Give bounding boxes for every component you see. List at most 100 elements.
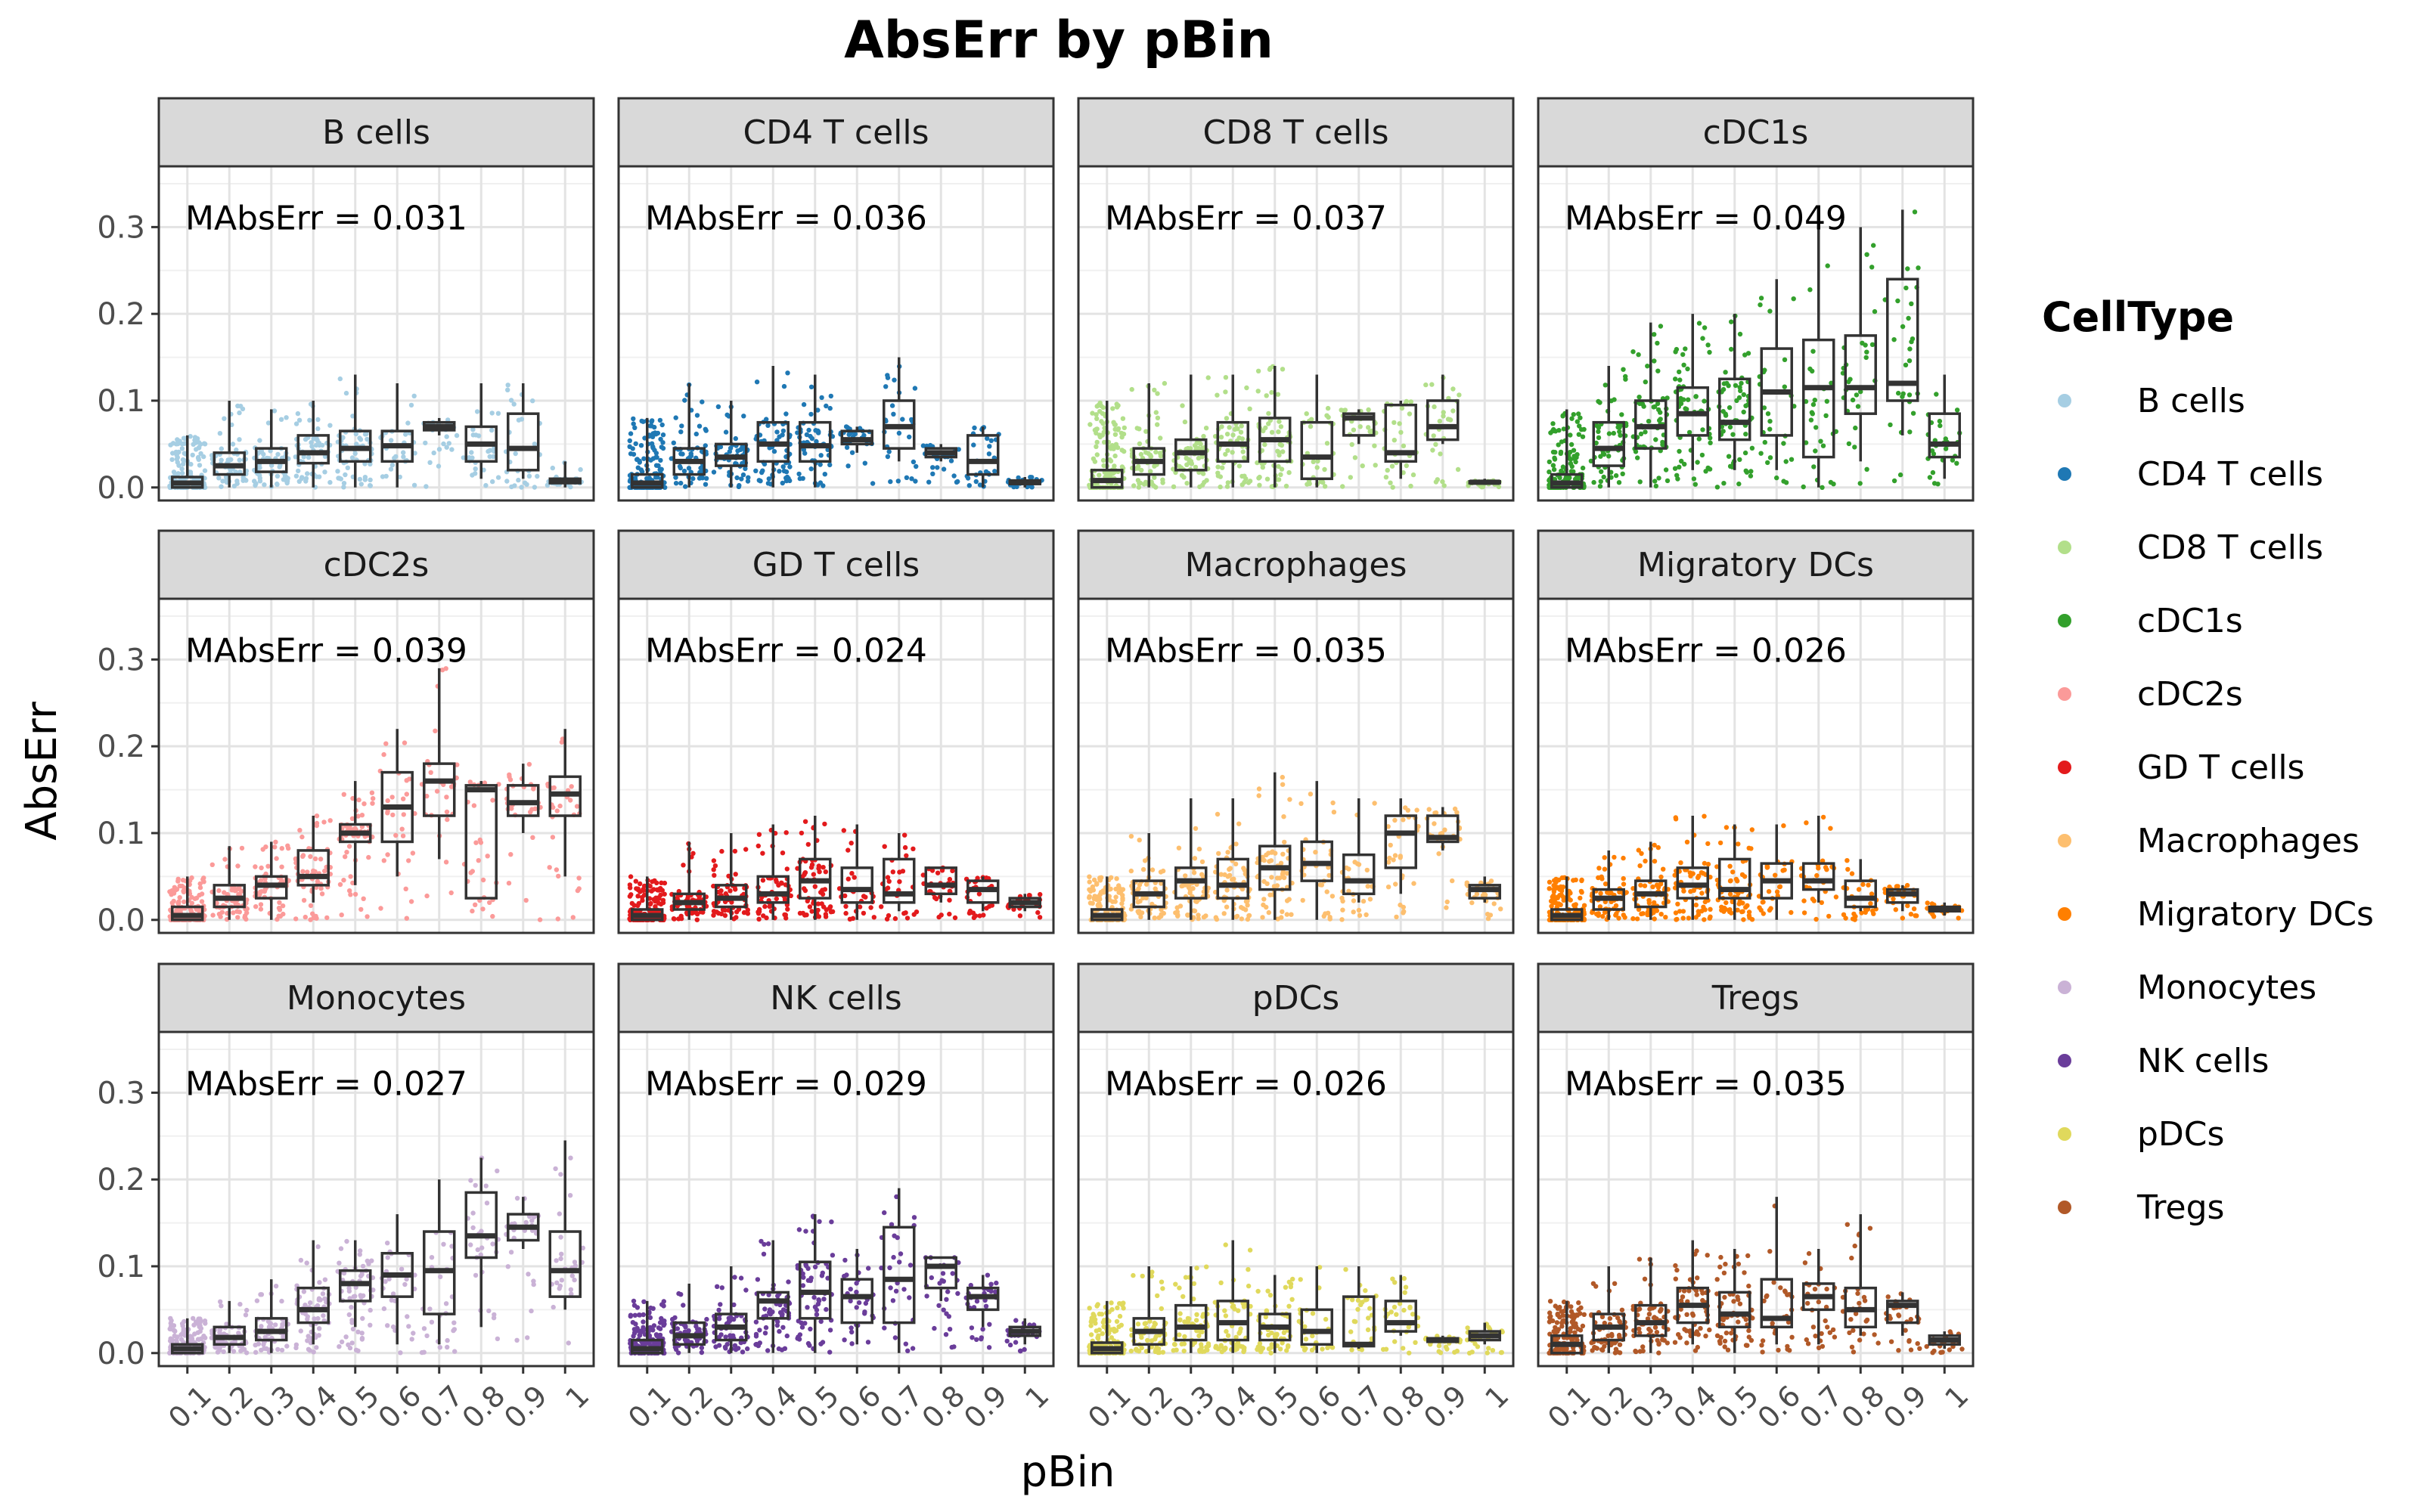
data-point bbox=[639, 469, 645, 475]
data-point bbox=[1568, 442, 1575, 448]
data-point bbox=[1893, 907, 1898, 912]
data-point bbox=[424, 484, 429, 489]
box-body bbox=[966, 434, 1000, 476]
data-point bbox=[403, 432, 408, 437]
data-point bbox=[728, 888, 733, 894]
data-point bbox=[318, 886, 324, 891]
data-point bbox=[1700, 427, 1705, 432]
data-point bbox=[1238, 429, 1244, 435]
data-point bbox=[324, 915, 330, 921]
data-point bbox=[1741, 917, 1746, 922]
data-point bbox=[433, 728, 438, 733]
data-point bbox=[892, 377, 897, 383]
data-point bbox=[1630, 349, 1636, 355]
data-point bbox=[1677, 369, 1682, 375]
data-point bbox=[293, 473, 299, 479]
data-point bbox=[1201, 433, 1206, 439]
facet-strip-label: CD4 T cells bbox=[743, 113, 929, 152]
data-point bbox=[554, 867, 560, 872]
data-point bbox=[799, 830, 805, 836]
data-point bbox=[1811, 464, 1817, 469]
data-point bbox=[190, 452, 195, 458]
data-point bbox=[1804, 820, 1809, 826]
box-body bbox=[296, 434, 330, 465]
data-point bbox=[198, 451, 203, 457]
data-point bbox=[1907, 392, 1913, 398]
data-point bbox=[947, 897, 952, 903]
data-point bbox=[660, 900, 666, 906]
data-point bbox=[1274, 875, 1280, 881]
data-point bbox=[711, 858, 717, 863]
data-point bbox=[308, 1300, 313, 1306]
data-point bbox=[1749, 827, 1754, 832]
data-point bbox=[1650, 884, 1655, 890]
data-point bbox=[296, 468, 301, 474]
data-point bbox=[228, 457, 234, 463]
data-point bbox=[1736, 395, 1742, 401]
data-point bbox=[1216, 850, 1221, 857]
y-tick-label: 0.1 bbox=[97, 384, 145, 419]
data-point bbox=[1196, 455, 1202, 461]
data-point bbox=[454, 432, 460, 438]
data-point bbox=[823, 869, 829, 875]
data-point bbox=[1560, 885, 1566, 890]
data-point bbox=[1801, 484, 1806, 490]
data-point bbox=[1281, 814, 1286, 820]
data-point bbox=[505, 383, 510, 388]
data-point bbox=[1352, 455, 1358, 460]
data-point bbox=[1438, 451, 1443, 457]
data-point bbox=[295, 411, 301, 417]
data-point bbox=[1911, 906, 1917, 912]
data-point bbox=[284, 415, 289, 420]
data-point bbox=[951, 473, 957, 479]
data-point bbox=[1598, 454, 1603, 459]
data-point bbox=[244, 910, 250, 916]
data-point bbox=[1404, 398, 1410, 404]
data-point bbox=[947, 911, 952, 917]
y-axis-label: AbsErr bbox=[17, 701, 67, 840]
data-point bbox=[711, 867, 716, 872]
data-point bbox=[1913, 913, 1918, 919]
data-point bbox=[402, 740, 408, 745]
data-point bbox=[1220, 465, 1225, 470]
box-0.4 bbox=[296, 400, 330, 488]
data-point bbox=[523, 897, 529, 903]
data-point bbox=[1398, 429, 1404, 435]
data-point bbox=[559, 739, 565, 745]
data-point bbox=[1737, 331, 1743, 337]
data-point bbox=[170, 441, 176, 446]
data-point bbox=[366, 854, 371, 860]
data-point bbox=[1903, 362, 1909, 367]
data-point bbox=[1909, 301, 1914, 306]
data-point bbox=[1094, 416, 1100, 421]
data-point bbox=[914, 909, 920, 915]
data-point bbox=[755, 843, 761, 849]
data-point bbox=[631, 421, 636, 426]
y-tick-label: 0.2 bbox=[97, 730, 145, 764]
data-point bbox=[1675, 901, 1680, 907]
data-point bbox=[1365, 884, 1370, 889]
data-point bbox=[1853, 425, 1858, 431]
data-point bbox=[1729, 319, 1734, 324]
data-point bbox=[785, 906, 790, 912]
data-point bbox=[1686, 429, 1692, 435]
facet-strip-label: Monocytes bbox=[287, 979, 466, 1018]
data-point bbox=[627, 894, 633, 899]
data-point bbox=[841, 828, 847, 833]
data-point bbox=[1931, 451, 1937, 457]
data-point bbox=[928, 442, 933, 448]
data-point bbox=[368, 483, 373, 488]
data-point bbox=[1264, 476, 1270, 482]
data-point bbox=[1661, 866, 1666, 872]
data-point bbox=[1810, 897, 1816, 902]
data-point bbox=[1746, 909, 1752, 915]
data-point bbox=[1157, 451, 1163, 456]
data-point bbox=[1810, 401, 1817, 407]
data-point bbox=[1414, 807, 1419, 813]
data-point bbox=[774, 429, 780, 435]
data-point bbox=[1393, 881, 1398, 887]
data-point bbox=[470, 427, 476, 432]
data-point bbox=[1223, 451, 1228, 457]
data-point bbox=[1441, 414, 1446, 419]
